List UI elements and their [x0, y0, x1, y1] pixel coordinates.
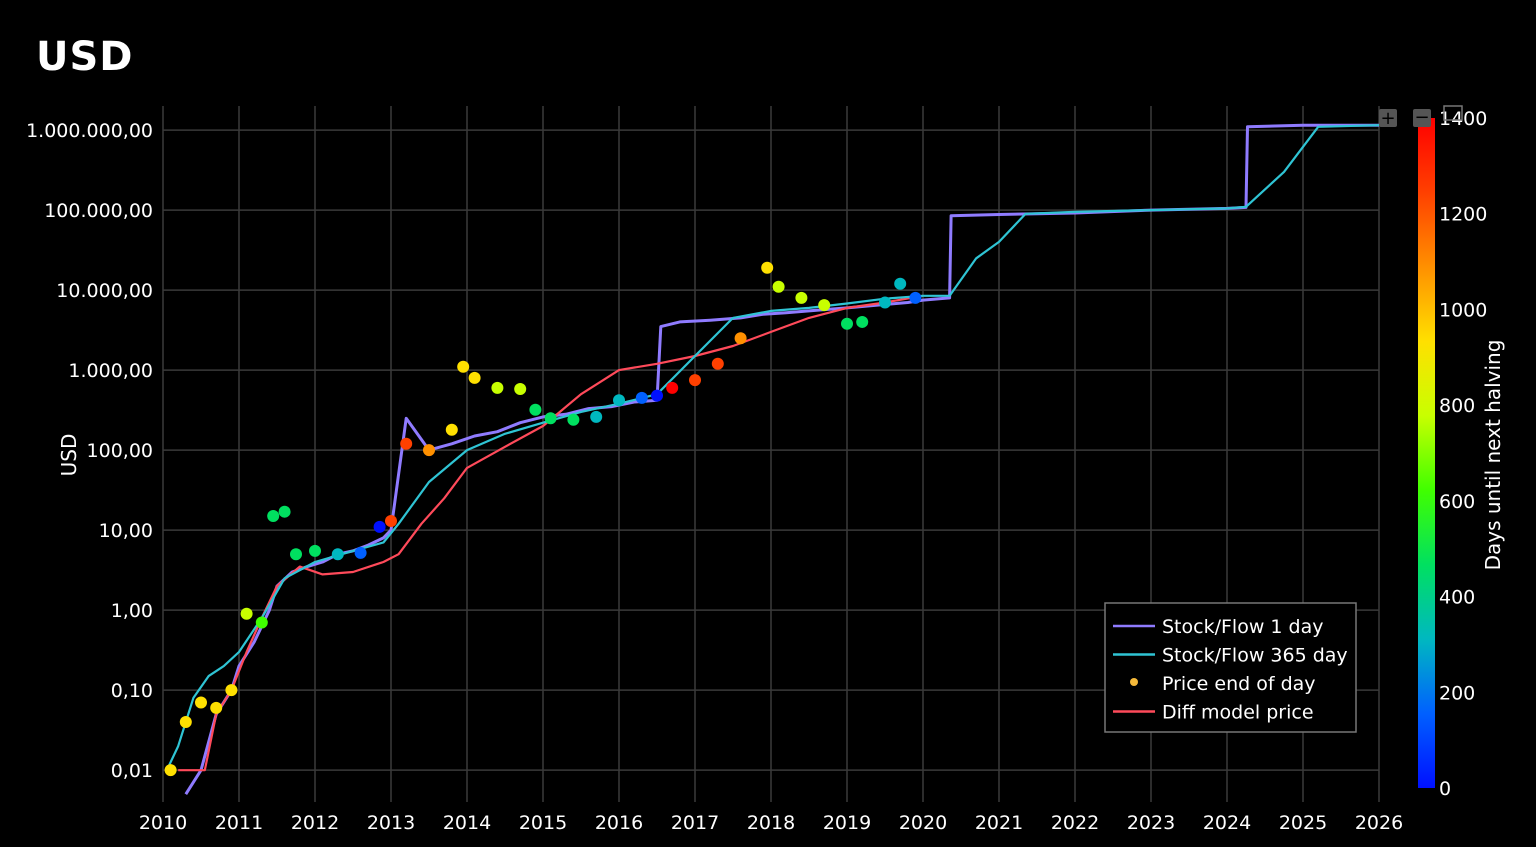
- y-tick-label: 100.000,00: [44, 200, 153, 222]
- y-tick-label: 0,10: [111, 680, 153, 702]
- price-point: [445, 423, 458, 436]
- price-point: [772, 280, 785, 293]
- price-point: [423, 444, 435, 457]
- price-point: [529, 403, 542, 416]
- zoom-in-button[interactable]: [1379, 109, 1397, 127]
- price-point: [278, 505, 291, 518]
- y-axis: 0,01 0,10 1,00 10,00 100,00 1.000,00 10.000,00…: [26, 120, 153, 782]
- x-tick-label: 2024: [1203, 812, 1251, 834]
- y-tick-label: 0,01: [111, 760, 153, 782]
- price-point: [240, 607, 253, 620]
- colorbar: 0 200 400 600 800 1000 1200 1400 Days until next…: [1418, 108, 1505, 800]
- x-tick-label: 2017: [671, 812, 719, 834]
- price-point: [856, 315, 869, 328]
- autoscale-button[interactable]: [1443, 105, 1463, 121]
- price-point: [666, 381, 679, 394]
- price-point: [354, 546, 367, 559]
- x-tick-label: 2025: [1279, 812, 1327, 834]
- legend-item-label: Diff model price: [1162, 702, 1314, 724]
- price-point: [795, 291, 808, 304]
- y-tick-label: 1,00: [111, 600, 153, 622]
- price-point: [761, 261, 774, 274]
- y-tick-label: 10,00: [99, 520, 153, 542]
- price-point: [544, 412, 557, 425]
- price-point: [651, 389, 663, 402]
- price-point: [689, 374, 701, 387]
- x-tick-label: 2016: [595, 812, 643, 834]
- zoom-out-button[interactable]: [1413, 109, 1431, 127]
- colorbar-title: Days until next halving: [1481, 340, 1505, 571]
- price-point: [734, 332, 747, 345]
- price-point: [309, 544, 321, 557]
- plus-icon: +: [1380, 108, 1395, 129]
- x-tick-label: 2013: [367, 812, 415, 834]
- price-point: [267, 510, 280, 523]
- price-point: [894, 277, 907, 290]
- x-tick-label: 2021: [975, 812, 1023, 834]
- colorbar-tick-label: 800: [1439, 395, 1475, 417]
- price-point: [711, 357, 724, 370]
- price-point: [635, 391, 648, 404]
- price-point: [818, 299, 831, 312]
- colorbar-tick-label: 200: [1439, 682, 1475, 704]
- y-tick-label: 100,00: [87, 440, 153, 462]
- price-point: [210, 701, 223, 714]
- legend-item-label: Stock/Flow 365 day: [1162, 645, 1348, 667]
- modebar[interactable]: + −: [1379, 105, 1463, 129]
- price-point: [225, 684, 238, 697]
- legend-item-label: Price end of day: [1162, 673, 1316, 695]
- price-point: [841, 317, 853, 330]
- price-point: [909, 291, 922, 304]
- price-point: [290, 548, 302, 561]
- price-point: [613, 394, 625, 407]
- colorbar-tick-label: 600: [1439, 491, 1475, 513]
- colorbar-tick-label: 1200: [1439, 204, 1487, 226]
- series-line-diff-model-price: [178, 294, 924, 772]
- page-title: USD: [36, 34, 134, 80]
- price-point: [567, 413, 580, 426]
- x-tick-label: 2018: [747, 812, 795, 834]
- price-point: [491, 381, 504, 394]
- legend-dot-icon: [1130, 678, 1138, 686]
- price-point: [373, 520, 386, 533]
- y-tick-label: 10.000,00: [56, 280, 153, 302]
- price-point: [590, 410, 603, 423]
- x-tick-label: 2015: [519, 812, 567, 834]
- y-tick-label: 1.000.000,00: [26, 120, 153, 142]
- price-point: [179, 715, 192, 728]
- minus-icon: −: [1414, 107, 1429, 128]
- colorbar-tick-label: 0: [1439, 778, 1451, 800]
- x-axis: 2010 2011 2012 2013 2014 2015 2016 2017 2018 2019…: [139, 812, 1403, 834]
- price-point: [195, 696, 207, 709]
- x-tick-label: 2026: [1355, 812, 1403, 834]
- x-tick-label: 2012: [291, 812, 339, 834]
- price-point: [457, 360, 470, 373]
- x-tick-label: 2011: [215, 812, 263, 834]
- legend: Stock/Flow 1 day Stock/Flow 365 day Price …: [1104, 602, 1357, 733]
- colorbar-scale: [1418, 118, 1435, 788]
- price-point: [400, 437, 413, 450]
- price-point: [331, 548, 344, 561]
- legend-item-label: Stock/Flow 1 day: [1162, 616, 1323, 638]
- price-point: [385, 515, 397, 528]
- x-tick-label: 2010: [139, 812, 187, 834]
- x-tick-label: 2022: [1051, 812, 1099, 834]
- price-point: [255, 616, 268, 629]
- x-tick-label: 2020: [899, 812, 947, 834]
- colorbar-tick-label: 1000: [1439, 299, 1487, 321]
- colorbar-tick-label: 1400: [1439, 108, 1487, 130]
- x-tick-label: 2014: [443, 812, 491, 834]
- price-point: [468, 371, 481, 384]
- y-axis-title: USD: [57, 434, 81, 477]
- colorbar-tick-label: 400: [1439, 587, 1475, 609]
- price-point: [514, 383, 527, 396]
- series-layer: [164, 123, 1380, 796]
- x-tick-label: 2019: [823, 812, 871, 834]
- price-point: [879, 296, 891, 309]
- y-tick-label: 1.000,00: [68, 360, 153, 382]
- price-point: [164, 764, 177, 777]
- x-tick-label: 2023: [1127, 812, 1175, 834]
